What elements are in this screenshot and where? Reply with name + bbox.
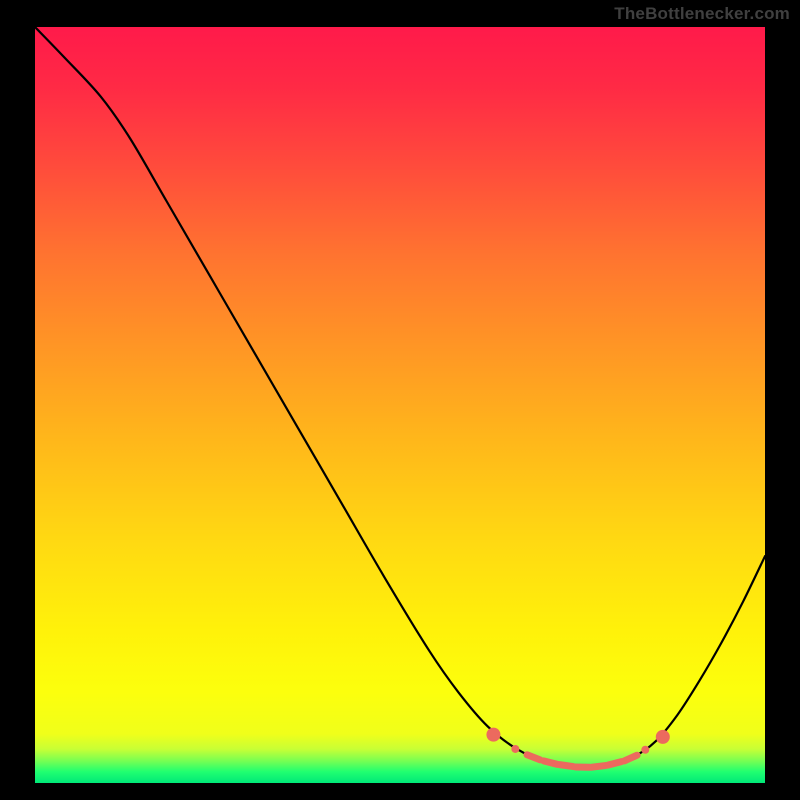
bottleneck-chart (35, 27, 765, 783)
optimal-dot (641, 746, 649, 754)
chart-container: TheBottlenecker.com (0, 0, 800, 800)
optimal-dash (592, 766, 606, 768)
optimal-dash (560, 765, 574, 767)
optimal-dash (608, 762, 622, 766)
gradient-background (35, 27, 765, 783)
optimal-dash (544, 761, 558, 764)
optimal-dot (511, 745, 519, 753)
attribution-label: TheBottlenecker.com (614, 4, 790, 24)
optimal-dash (527, 755, 540, 760)
optimal-endpoint (486, 728, 500, 742)
optimal-endpoint (656, 730, 670, 744)
